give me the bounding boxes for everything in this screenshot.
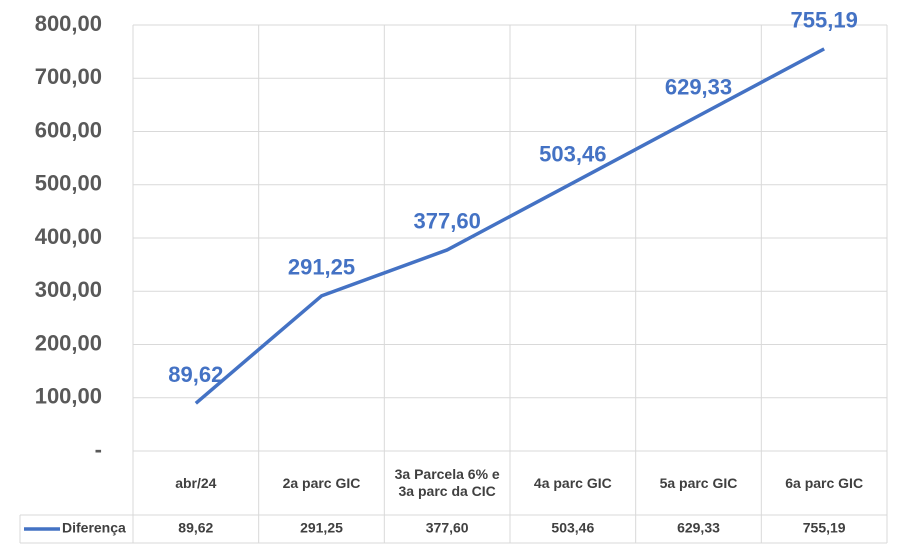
y-tick-label: 200,00: [35, 330, 102, 355]
table-value: 503,46: [551, 520, 594, 536]
x-tick-label: 4a parc GIC: [533, 474, 612, 491]
table-value: 629,33: [677, 520, 720, 536]
x-tick-label: abr/24: [175, 474, 217, 491]
table-value: 755,19: [803, 520, 846, 536]
data-label: 755,19: [791, 8, 858, 33]
y-tick-label: 400,00: [35, 224, 102, 249]
table-value: 89,62: [178, 520, 213, 536]
legend-label: Diferença: [62, 520, 126, 536]
data-label: 89,62: [168, 362, 223, 387]
y-tick-label: 300,00: [35, 277, 102, 302]
y-tick-label: 500,00: [35, 171, 102, 196]
y-tick-label: 600,00: [35, 117, 102, 142]
category-cell: 6a parc GIC: [785, 474, 864, 491]
category-cell: 2a parc GIC: [282, 474, 361, 491]
y-tick-label: 100,00: [35, 384, 102, 409]
category-cell: 5a parc GIC: [659, 474, 738, 491]
x-tick-label: 6a parc GIC: [785, 474, 864, 491]
category-cell: 4a parc GIC: [533, 474, 612, 491]
table-value: 291,25: [300, 520, 343, 536]
x-tick-label: 5a parc GIC: [659, 474, 738, 491]
data-label: 503,46: [539, 142, 606, 167]
y-tick-label: 700,00: [35, 64, 102, 89]
x-tick-label: 2a parc GIC: [282, 474, 361, 491]
category-cell: 3a Parcela 6% e 3a parc da CIC: [394, 466, 500, 499]
data-label: 629,33: [665, 75, 732, 100]
table-value: 377,60: [426, 520, 469, 536]
data-label: 377,60: [414, 209, 481, 234]
y-tick-label: -: [95, 437, 102, 462]
y-tick-label: 800,00: [35, 11, 102, 36]
data-label: 291,25: [288, 255, 355, 280]
x-tick-label: 3a Parcela 6% e 3a parc da CIC: [394, 466, 500, 499]
series-line: [194, 47, 825, 405]
category-cell: abr/24: [175, 474, 217, 491]
